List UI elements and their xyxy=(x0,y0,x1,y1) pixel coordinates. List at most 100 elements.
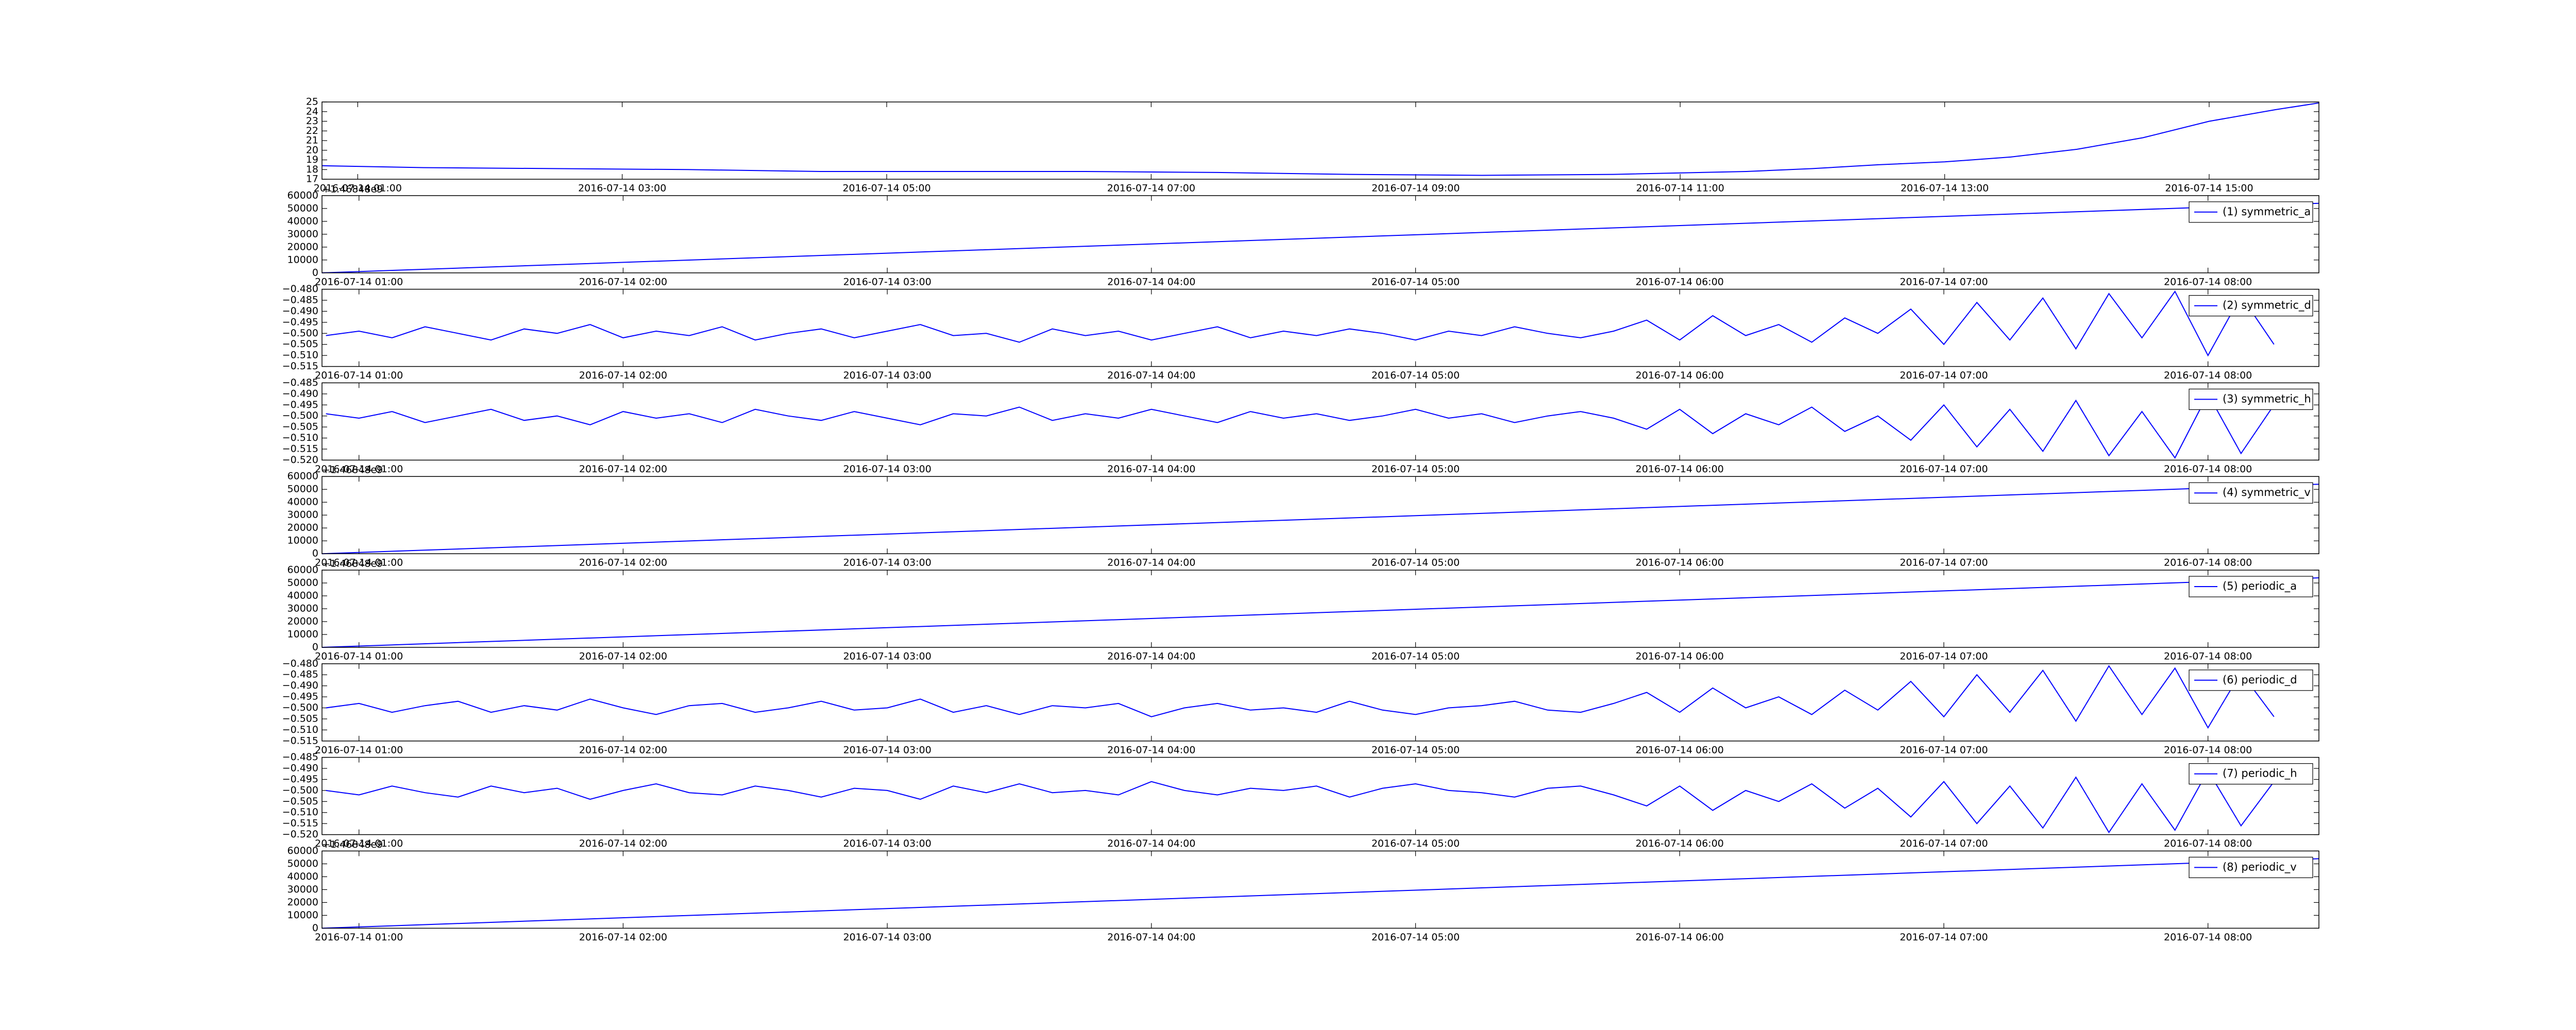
y-tick-label: 40000 xyxy=(287,590,318,602)
y-tick-label: −0.500 xyxy=(282,702,318,713)
y-tick-label: −0.520 xyxy=(282,829,318,840)
y-tick-label: 30000 xyxy=(287,884,318,895)
y-tick-label: −0.480 xyxy=(282,283,318,295)
x-tick-label: 2016-07-14 09:00 xyxy=(1371,183,1460,194)
x-tick-label: 2016-07-14 04:00 xyxy=(1107,276,1195,287)
x-tick-label: 2016-07-14 02:00 xyxy=(579,464,667,475)
y-tick-label: −0.505 xyxy=(282,338,318,350)
y-tick-label: −0.505 xyxy=(282,421,318,433)
data-line xyxy=(321,577,2319,648)
legend-label: (2) symmetric_d xyxy=(2223,299,2311,312)
x-tick-label: 2016-07-14 08:00 xyxy=(2164,557,2252,569)
subplot: −0.515−0.510−0.505−0.500−0.495−0.490−0.4… xyxy=(282,283,2319,381)
y-tick-label: 0 xyxy=(312,267,318,278)
x-tick-label: 2016-07-14 07:00 xyxy=(1900,276,1988,287)
y-tick-label: −0.510 xyxy=(282,724,318,735)
y-tick-label: −0.510 xyxy=(282,432,318,443)
x-tick-label: 2016-07-14 01:00 xyxy=(315,464,403,475)
x-tick-label: 2016-07-14 08:00 xyxy=(2164,744,2252,756)
x-tick-label: 2016-07-14 02:00 xyxy=(579,932,667,943)
y-tick-label: −0.515 xyxy=(282,443,318,454)
y-tick-label: −0.490 xyxy=(282,680,318,691)
plot-area xyxy=(322,476,2319,554)
x-tick-label: 2016-07-14 03:00 xyxy=(843,464,931,475)
x-tick-label: 2016-07-14 07:00 xyxy=(1900,557,1988,569)
data-line xyxy=(326,665,2275,729)
axes-frame xyxy=(321,195,2319,273)
x-tick-label: 2016-07-14 01:00 xyxy=(315,744,403,756)
y-tick-label: 60000 xyxy=(287,190,318,201)
plot-area xyxy=(322,289,2319,367)
y-tick-label: 20000 xyxy=(287,522,318,534)
subplot: 01000020000300004000050000600002016-07-1… xyxy=(287,183,2319,287)
y-tick-label: 20000 xyxy=(287,241,318,252)
plot-area xyxy=(322,757,2319,835)
y-tick-label: 20000 xyxy=(287,616,318,627)
y-tick-label: 21 xyxy=(306,135,318,146)
legend-label: (4) symmetric_v xyxy=(2223,486,2311,499)
legend-label: (1) symmetric_a xyxy=(2223,205,2311,218)
x-tick-label: 2016-07-14 08:00 xyxy=(2164,651,2252,662)
plot-area xyxy=(322,570,2319,647)
x-tick-label: 2016-07-14 03:00 xyxy=(843,557,931,569)
x-tick-label: 2016-07-14 03:00 xyxy=(578,183,666,194)
x-tick-label: 2016-07-14 02:00 xyxy=(579,744,667,756)
y-tick-label: 17 xyxy=(306,174,318,185)
x-tick-label: 2016-07-14 05:00 xyxy=(1371,557,1460,569)
y-tick-label: −0.510 xyxy=(282,350,318,361)
y-tick-label: 20 xyxy=(306,144,318,156)
offset-text: +1.46848e9 xyxy=(322,183,383,195)
data-line xyxy=(326,392,2275,459)
x-tick-label: 2016-07-14 05:00 xyxy=(1371,932,1460,943)
y-tick-label: −0.485 xyxy=(282,377,318,388)
y-tick-label: 30000 xyxy=(287,603,318,614)
y-tick-label: 0 xyxy=(312,548,318,559)
y-tick-label: 24 xyxy=(306,106,318,117)
x-tick-label: 2016-07-14 05:00 xyxy=(1371,276,1460,287)
data-line xyxy=(321,484,2319,555)
x-tick-label: 2016-07-14 04:00 xyxy=(1107,744,1195,756)
y-tick-label: −0.500 xyxy=(282,784,318,796)
x-tick-label: 2016-07-14 08:00 xyxy=(2164,370,2252,381)
x-tick-label: 2016-07-14 08:00 xyxy=(2164,838,2252,849)
y-tick-label: −0.495 xyxy=(282,316,318,328)
plot-area xyxy=(322,195,2319,273)
x-tick-label: 2016-07-14 07:00 xyxy=(1900,744,1988,756)
x-tick-label: 2016-07-14 01:00 xyxy=(314,183,402,194)
axes-frame xyxy=(321,570,2319,648)
axes-frame xyxy=(321,663,2319,742)
y-tick-label: 22 xyxy=(306,125,318,136)
x-tick-label: 2016-07-14 01:00 xyxy=(315,651,403,662)
y-tick-label: −0.500 xyxy=(282,410,318,421)
x-tick-label: 2016-07-14 06:00 xyxy=(1636,744,1724,756)
x-tick-label: 2016-07-14 01:00 xyxy=(315,932,403,943)
y-tick-label: 60000 xyxy=(287,564,318,576)
y-tick-label: 30000 xyxy=(287,228,318,239)
y-tick-label: 25 xyxy=(306,96,318,108)
subplot: −0.520−0.515−0.510−0.505−0.500−0.495−0.4… xyxy=(282,751,2319,849)
y-tick-label: 60000 xyxy=(287,845,318,856)
x-tick-label: 2016-07-14 08:00 xyxy=(2164,464,2252,475)
subplot: −0.520−0.515−0.510−0.505−0.500−0.495−0.4… xyxy=(282,377,2319,475)
y-tick-label: −0.505 xyxy=(282,713,318,724)
x-tick-label: 2016-07-14 04:00 xyxy=(1107,932,1195,943)
x-tick-label: 2016-07-14 07:00 xyxy=(1900,932,1988,943)
x-tick-label: 2016-07-14 06:00 xyxy=(1636,838,1724,849)
offset-text: +1.46848e9 xyxy=(322,839,383,850)
y-tick-label: 50000 xyxy=(287,577,318,589)
x-tick-label: 2016-07-14 03:00 xyxy=(843,651,931,662)
data-line xyxy=(321,102,2319,176)
subplot: −0.515−0.510−0.505−0.500−0.495−0.490−0.4… xyxy=(282,658,2319,756)
x-tick-label: 2016-07-14 05:00 xyxy=(1371,651,1460,662)
y-tick-label: 10000 xyxy=(287,909,318,921)
x-tick-label: 2016-07-14 05:00 xyxy=(1371,464,1460,475)
x-tick-label: 2016-07-14 01:00 xyxy=(315,276,403,287)
y-tick-label: −0.485 xyxy=(282,751,318,763)
x-tick-label: 2016-07-14 06:00 xyxy=(1636,651,1724,662)
subplot: 01000020000300004000050000600002016-07-1… xyxy=(287,558,2319,662)
subplot: 01000020000300004000050000600002016-07-1… xyxy=(287,465,2319,569)
x-tick-label: 2016-07-14 02:00 xyxy=(579,276,667,287)
x-tick-label: 2016-07-14 05:00 xyxy=(1371,838,1460,849)
x-tick-label: 2016-07-14 06:00 xyxy=(1636,370,1724,381)
